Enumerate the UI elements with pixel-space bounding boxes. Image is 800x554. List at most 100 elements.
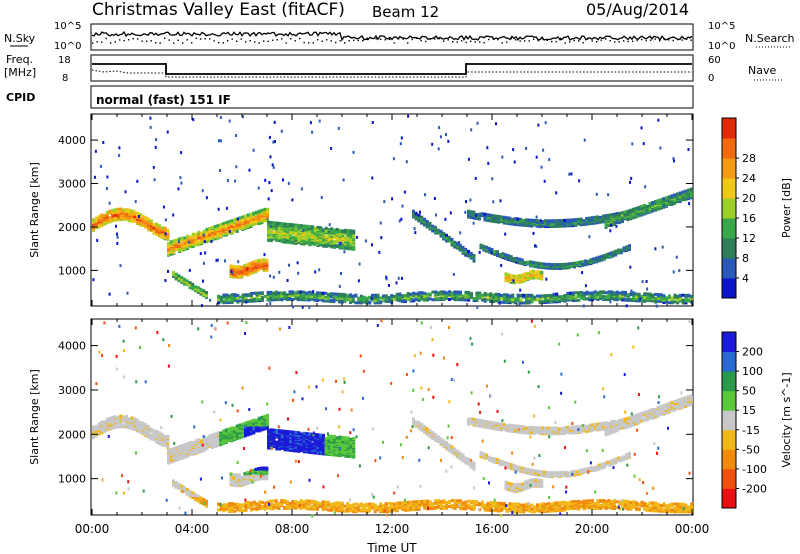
noise-cell xyxy=(544,121,547,125)
echo-cell xyxy=(166,233,170,237)
echo-cell xyxy=(283,294,286,298)
nsearch-point xyxy=(681,39,683,41)
nsearch-point xyxy=(218,42,220,44)
nsearch-point xyxy=(645,39,647,42)
echo-cell xyxy=(472,210,476,214)
echo-cell xyxy=(249,428,253,432)
echo-cell xyxy=(544,219,547,223)
echo-cell xyxy=(648,299,652,303)
noise-cell xyxy=(400,136,403,140)
echo-cell xyxy=(263,418,267,422)
nsearch-point xyxy=(222,42,224,44)
y-tick-label: 3000 xyxy=(58,178,86,191)
echo-cell xyxy=(236,298,240,302)
nsearch-point xyxy=(101,41,103,43)
echo-cell xyxy=(596,291,600,295)
echo-cell xyxy=(219,298,223,302)
echo-cell xyxy=(286,446,290,450)
noise-cell xyxy=(464,210,467,214)
echo-cell xyxy=(308,229,312,233)
echo-cell xyxy=(296,293,300,297)
echo-cell xyxy=(232,473,236,477)
echo-cell xyxy=(560,295,564,299)
echo-cell xyxy=(219,441,223,445)
echo-cell xyxy=(560,221,564,225)
echo-cell xyxy=(248,262,252,265)
echo-cell xyxy=(211,236,214,240)
colorbar-tick-label: 4 xyxy=(742,272,749,285)
echo-cell xyxy=(208,440,212,444)
echo-cell xyxy=(678,191,682,195)
echo-cell xyxy=(243,268,247,272)
echo-cell xyxy=(409,297,413,301)
noise-cell xyxy=(435,213,437,217)
nsearch-point xyxy=(281,38,283,40)
echo-cell xyxy=(244,226,247,229)
echo-cell xyxy=(213,229,217,233)
echo-cell xyxy=(670,202,674,205)
echo-cell xyxy=(497,215,501,218)
echo-cell xyxy=(92,425,95,429)
echo-cell xyxy=(574,221,578,224)
echo-cell xyxy=(127,213,131,217)
noise-cell xyxy=(487,161,490,165)
echo-cell xyxy=(498,253,502,257)
nsearch-point xyxy=(537,40,539,42)
echo-cell xyxy=(241,433,245,437)
echo-cell xyxy=(472,253,476,257)
echo-cell xyxy=(346,247,350,251)
echo-cell xyxy=(467,249,470,253)
echo-cell xyxy=(684,298,688,302)
echo-cell xyxy=(417,291,421,295)
echo-cell xyxy=(610,293,614,297)
echo-cell xyxy=(267,429,270,432)
noise-cell xyxy=(272,140,275,144)
echo-cell xyxy=(515,256,519,260)
echo-cell xyxy=(213,436,217,440)
nsearch-point xyxy=(276,39,278,41)
noise-cell xyxy=(252,148,255,152)
echo-cell xyxy=(205,291,208,295)
echo-cell xyxy=(269,444,273,448)
echo-cell xyxy=(183,443,187,447)
noise-cell xyxy=(192,118,195,122)
echo-cell xyxy=(255,222,258,226)
echo-cell xyxy=(324,226,328,230)
echo-cell xyxy=(250,293,253,297)
nsearch-point xyxy=(488,38,490,41)
echo-cell xyxy=(640,294,644,298)
echo-cell xyxy=(585,290,589,294)
echo-cell xyxy=(105,217,109,221)
echo-cell xyxy=(175,446,179,449)
colorbar-tick-label: 16 xyxy=(742,212,756,225)
echo-cell xyxy=(108,416,112,420)
echo-cell xyxy=(147,434,150,438)
noise-cell xyxy=(219,139,222,143)
echo-cell xyxy=(269,221,273,224)
nsearch-point xyxy=(605,38,607,40)
echo-cell xyxy=(297,239,301,243)
echo-cell xyxy=(340,295,344,299)
freq-trace xyxy=(92,63,692,75)
echo-cell xyxy=(296,290,300,294)
noise-cell xyxy=(388,297,391,301)
echo-cell xyxy=(606,252,609,256)
echo-cell xyxy=(274,290,278,294)
echo-cell xyxy=(147,432,150,436)
echo-cell xyxy=(612,215,616,219)
noise-cell xyxy=(445,133,447,136)
noise-cell xyxy=(401,204,404,208)
echo-cell xyxy=(186,237,190,241)
echo-cell xyxy=(208,228,212,232)
echo-cell xyxy=(534,275,538,279)
echo-cell xyxy=(272,291,275,295)
echo-cell xyxy=(577,219,580,223)
echo-cell xyxy=(560,224,564,228)
echo-cell xyxy=(593,290,597,294)
echo-cell xyxy=(562,266,565,270)
echo-cell xyxy=(236,300,240,304)
echo-cell xyxy=(167,250,170,254)
echo-cell xyxy=(283,240,287,244)
echo-cell xyxy=(507,254,510,258)
echo-cell xyxy=(637,299,641,303)
